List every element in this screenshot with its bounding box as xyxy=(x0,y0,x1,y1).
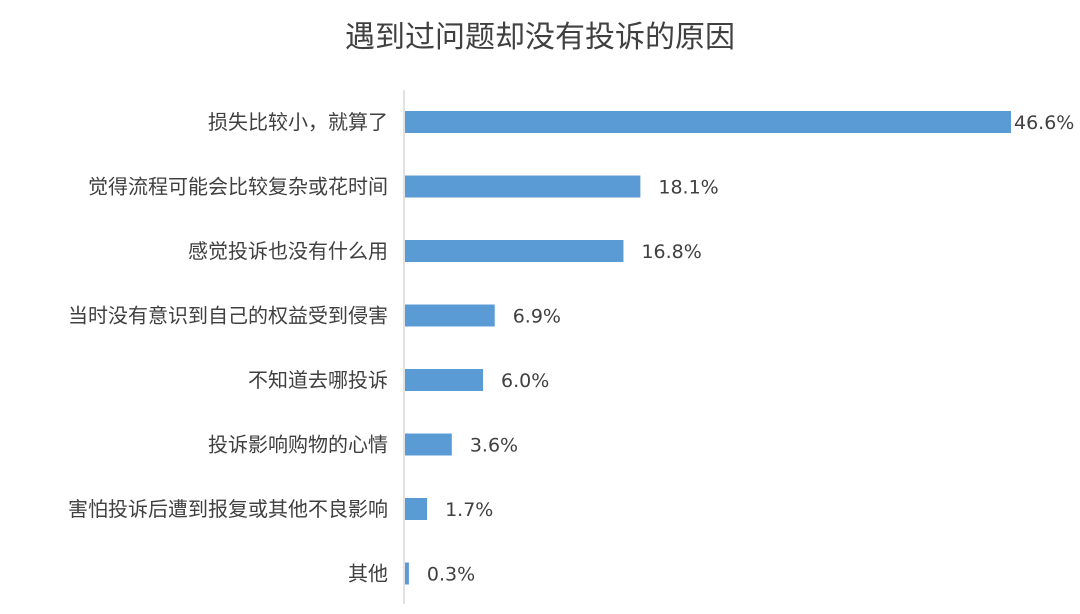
category-label: 当时没有意识到自己的权益受到侵害 xyxy=(68,304,388,328)
category-label: 其他 xyxy=(348,562,388,586)
data-label: 0.3% xyxy=(427,564,475,586)
data-label: 1.7% xyxy=(445,499,493,521)
category-label: 投诉影响购物的心情 xyxy=(208,433,388,457)
data-label: 3.6% xyxy=(470,435,518,457)
chart-title: 遇到过问题却没有投诉的原因 xyxy=(345,20,735,55)
bar xyxy=(405,498,428,520)
category-label: 感觉投诉也没有什么用 xyxy=(188,239,388,263)
bar xyxy=(405,304,495,327)
bar xyxy=(405,369,484,391)
category-label: 损失比较小，就算了 xyxy=(208,110,388,134)
category-label: 害怕投诉后遭到报复或其他不良影响 xyxy=(68,497,388,521)
data-label: 18.1% xyxy=(658,177,718,199)
data-label: 6.9% xyxy=(513,306,561,328)
data-label: 16.8% xyxy=(641,241,701,263)
category-label: 不知道去哪投诉 xyxy=(248,368,388,392)
bar xyxy=(405,240,624,262)
category-label: 觉得流程可能会比较复杂或花时间 xyxy=(88,175,388,199)
data-label: 6.0% xyxy=(501,370,549,392)
bar xyxy=(405,175,641,198)
bar xyxy=(405,111,1011,133)
bar xyxy=(405,433,452,456)
data-label: 46.6% xyxy=(1014,112,1074,134)
bar xyxy=(405,562,409,585)
